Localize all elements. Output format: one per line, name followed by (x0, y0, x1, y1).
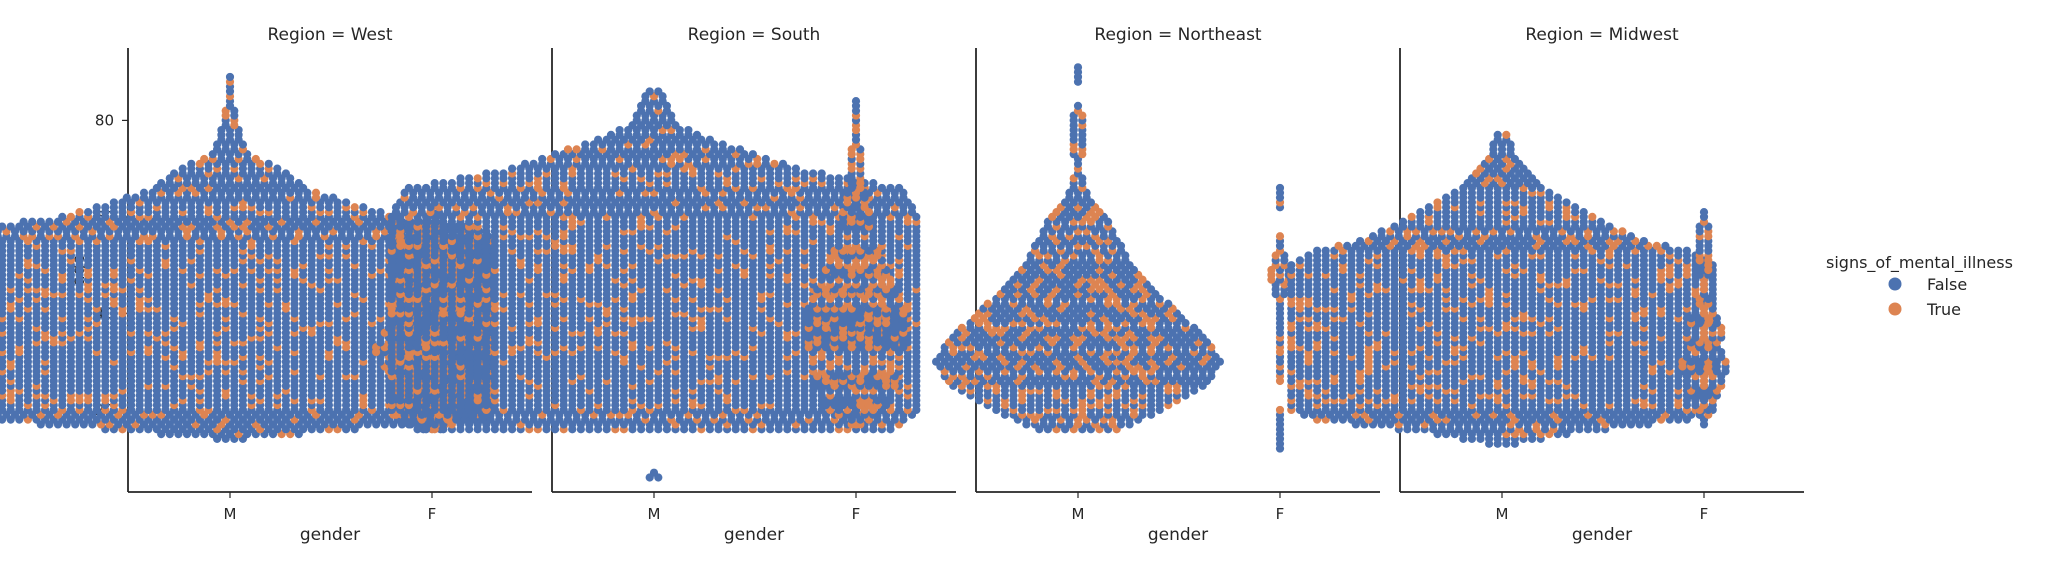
data-point (376, 207, 385, 217)
data-point (359, 203, 368, 212)
data-point (200, 154, 209, 164)
data-point (320, 193, 329, 202)
data-point (45, 217, 54, 226)
data-point (58, 212, 67, 222)
x-tick-label: M (648, 505, 661, 523)
data-point (66, 212, 75, 222)
x-axis-label: gender (300, 525, 360, 545)
data-point (75, 207, 84, 217)
x-tick-label: M (224, 505, 237, 523)
data-point (84, 207, 93, 217)
data-point (6, 222, 15, 231)
data-point (139, 188, 149, 197)
data-point (264, 159, 273, 168)
data-point (281, 169, 290, 178)
panel-title: Region = West (267, 25, 392, 45)
data-point (131, 193, 140, 202)
data-point (367, 207, 376, 217)
data-point (170, 169, 179, 178)
data-point (294, 179, 303, 188)
data-point (350, 203, 359, 212)
data-point (28, 217, 37, 226)
data-point (225, 72, 235, 82)
data-point (122, 193, 131, 202)
data-point (329, 193, 338, 202)
data-point (36, 217, 45, 226)
data-point (311, 188, 321, 197)
data-point (273, 164, 282, 173)
x-tick-label: F (852, 505, 861, 523)
y-tick-label: 80 (95, 111, 114, 129)
data-point (101, 203, 110, 212)
data-point (649, 468, 659, 477)
data-point (187, 159, 196, 168)
data-point (19, 217, 28, 226)
data-point (157, 179, 166, 188)
data-point (109, 198, 118, 207)
x-axis-label: gender (724, 525, 784, 545)
x-tick-label: F (428, 505, 437, 523)
data-point (342, 198, 351, 207)
panel-title: Region = South (688, 25, 821, 45)
data-point (251, 154, 260, 164)
data-point (92, 203, 101, 212)
data-point (178, 164, 187, 173)
